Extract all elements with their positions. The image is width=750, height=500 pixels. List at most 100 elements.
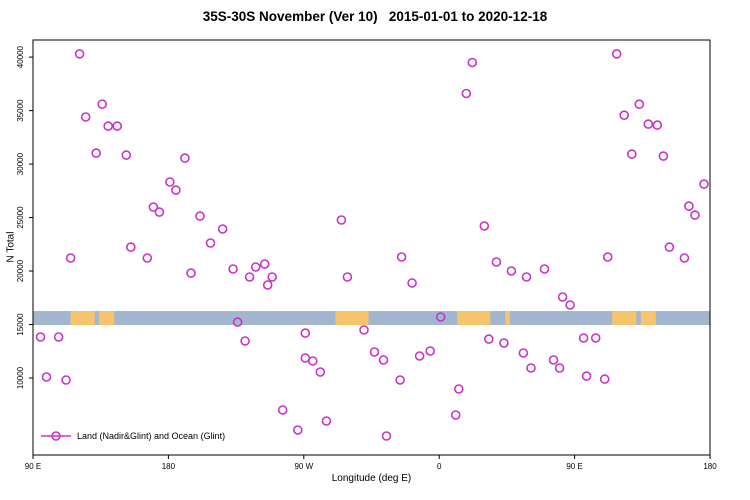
data-point xyxy=(565,300,575,310)
data-point xyxy=(425,346,436,356)
data-point xyxy=(292,425,303,435)
land-patch xyxy=(70,311,95,326)
data-point xyxy=(557,292,568,302)
y-tick-label: 40000 xyxy=(16,45,25,68)
data-point xyxy=(699,179,709,189)
legend-marker xyxy=(51,431,61,441)
data-point xyxy=(103,121,113,131)
data-point xyxy=(35,332,46,342)
data-point xyxy=(407,278,417,288)
data-point xyxy=(315,367,326,377)
data-point xyxy=(80,112,91,122)
data-point xyxy=(626,149,637,159)
data-point xyxy=(154,207,165,217)
y-tick-label: 25000 xyxy=(16,206,25,229)
data-point xyxy=(205,238,216,248)
ocean-band xyxy=(33,311,710,326)
land-patch xyxy=(505,311,510,326)
data-point xyxy=(165,177,175,187)
data-point xyxy=(232,317,243,327)
data-point xyxy=(240,336,250,346)
data-point xyxy=(186,268,196,278)
land-patch xyxy=(612,311,637,326)
data-point xyxy=(548,355,559,365)
data-point xyxy=(652,120,663,130)
x-tick-label: 0 xyxy=(437,462,442,471)
land-patch xyxy=(99,311,115,326)
data-point xyxy=(578,333,589,343)
data-point xyxy=(450,410,461,420)
data-point xyxy=(634,99,645,109)
legend-label: Land (Nadir&Glint) and Ocean (Glint) xyxy=(77,431,225,441)
y-tick-label: 20000 xyxy=(16,259,25,282)
data-point xyxy=(690,210,700,220)
data-point xyxy=(378,355,389,365)
data-point xyxy=(602,252,613,262)
data-point xyxy=(491,257,502,267)
data-point xyxy=(228,264,238,274)
data-point xyxy=(664,242,675,252)
data-point xyxy=(97,99,107,109)
data-point xyxy=(526,363,536,373)
data-point xyxy=(121,150,132,160)
data-point xyxy=(250,262,261,272)
data-point xyxy=(126,242,136,252)
data-point xyxy=(499,338,509,348)
data-point xyxy=(619,110,630,120)
data-point xyxy=(590,333,601,343)
data-point xyxy=(195,211,205,221)
data-point xyxy=(217,224,228,234)
data-point xyxy=(539,264,550,274)
y-axis-title: N Total xyxy=(5,231,17,263)
data-point xyxy=(518,348,529,358)
data-point xyxy=(453,384,464,394)
data-point xyxy=(180,153,190,163)
data-point xyxy=(506,266,517,276)
land-patch xyxy=(640,311,656,326)
data-point xyxy=(359,325,369,335)
data-point xyxy=(414,351,425,361)
land-patch xyxy=(457,311,491,326)
y-tick-label: 30000 xyxy=(16,152,25,175)
data-point xyxy=(41,372,52,382)
x-tick-label: 90 E xyxy=(25,462,41,471)
y-tick-label: 15000 xyxy=(16,313,25,336)
data-point xyxy=(342,272,353,282)
data-point xyxy=(244,272,255,282)
data-point xyxy=(679,253,690,263)
data-point xyxy=(658,151,669,161)
data-point xyxy=(643,119,654,129)
x-axis-title: Longitude (deg E) xyxy=(331,473,412,484)
data-point xyxy=(65,253,76,263)
data-point xyxy=(599,374,610,384)
land-patch xyxy=(335,311,369,326)
data-point xyxy=(369,347,380,357)
data-point xyxy=(483,334,494,344)
data-point xyxy=(321,416,332,426)
data-point xyxy=(300,328,311,338)
data-point xyxy=(61,375,71,385)
data-point xyxy=(91,148,102,158)
y-tick-label: 10000 xyxy=(16,366,25,389)
y-tick-label: 35000 xyxy=(16,99,25,122)
x-tick-label: 180 xyxy=(162,462,176,471)
data-point xyxy=(267,272,277,282)
data-point xyxy=(277,405,288,415)
data-point xyxy=(684,201,694,211)
data-point xyxy=(521,272,532,282)
data-point xyxy=(171,185,181,195)
x-tick-label: 180 xyxy=(703,462,717,471)
data-point xyxy=(396,252,407,262)
data-point xyxy=(336,215,347,225)
data-point xyxy=(148,202,159,212)
x-tick-label: 90 W xyxy=(294,462,313,471)
chart-title: 35S-30S November (Ver 10) 2015-01-01 to … xyxy=(202,9,548,24)
data-point xyxy=(479,221,490,231)
data-point xyxy=(395,375,405,385)
data-point xyxy=(262,280,273,290)
data-point xyxy=(142,253,153,263)
data-point xyxy=(74,49,85,59)
data-point xyxy=(611,49,622,59)
plot-border xyxy=(32,39,711,456)
